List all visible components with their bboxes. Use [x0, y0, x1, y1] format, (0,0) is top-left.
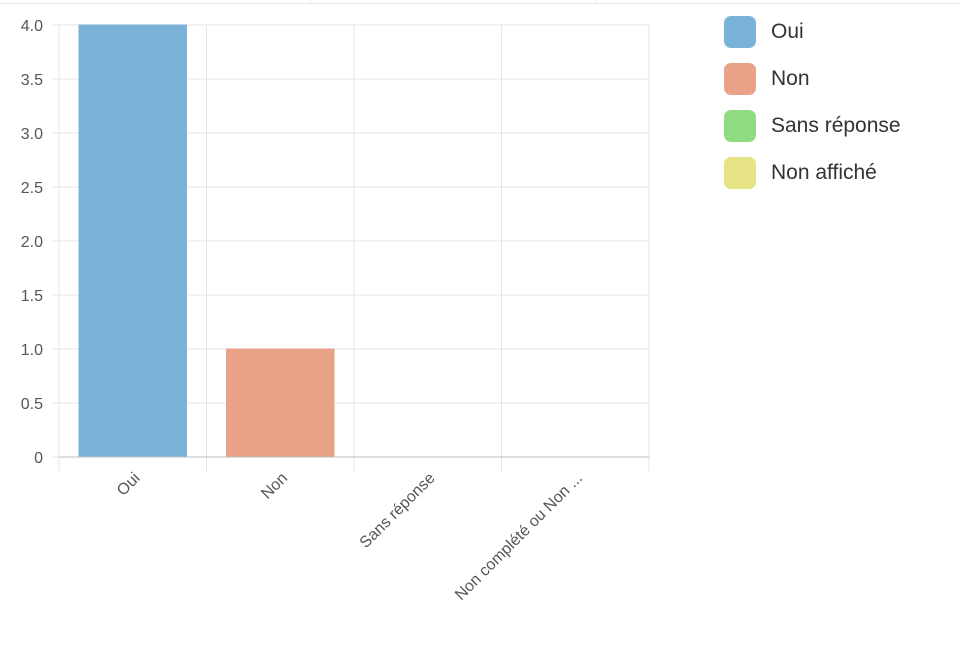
legend-item-non[interactable]: Non	[724, 63, 954, 95]
y-tick-label: 3.5	[21, 72, 43, 89]
y-tick-label: 0.5	[21, 396, 43, 413]
legend-swatch	[724, 16, 756, 48]
legend-swatch	[724, 63, 756, 95]
legend-item-non-affiche[interactable]: Non affiché	[724, 157, 954, 189]
x-tick-label: Non complété ou Non ...	[452, 470, 586, 604]
divider-tick	[310, 0, 311, 3]
x-tick-label: Oui	[114, 470, 144, 500]
legend-label: Sans réponse	[771, 114, 901, 137]
chart-legend: Oui Non Sans réponse Non affiché	[724, 16, 954, 204]
y-tick-label: 2.0	[21, 234, 43, 251]
bar-chart: 0 0.5 1.0 1.5 2.0 2.5 3.0 3.5 4.0 Oui Non Sans répo…	[21, 18, 650, 604]
y-tick-label: 1.5	[21, 288, 43, 305]
y-tick-label: 1.0	[21, 342, 43, 359]
top-divider	[0, 0, 960, 4]
y-tick-label: 3.0	[21, 126, 43, 143]
legend-label: Non	[771, 67, 810, 90]
legend-item-oui[interactable]: Oui	[724, 16, 954, 48]
legend-label: Non affiché	[771, 161, 877, 184]
y-tick-label: 4.0	[21, 18, 43, 35]
divider-tick	[596, 0, 597, 3]
legend-label: Oui	[771, 20, 804, 43]
bar-2	[226, 348, 335, 458]
legend-swatch	[724, 157, 756, 189]
bar-1	[78, 24, 187, 458]
y-tick-label: 0	[34, 450, 43, 467]
legend-swatch	[724, 110, 756, 142]
legend-item-sans-reponse[interactable]: Sans réponse	[724, 110, 954, 142]
x-tick-label: Sans réponse	[357, 470, 439, 552]
x-tick-label: Non	[258, 470, 291, 503]
y-tick-label: 2.5	[21, 180, 43, 197]
